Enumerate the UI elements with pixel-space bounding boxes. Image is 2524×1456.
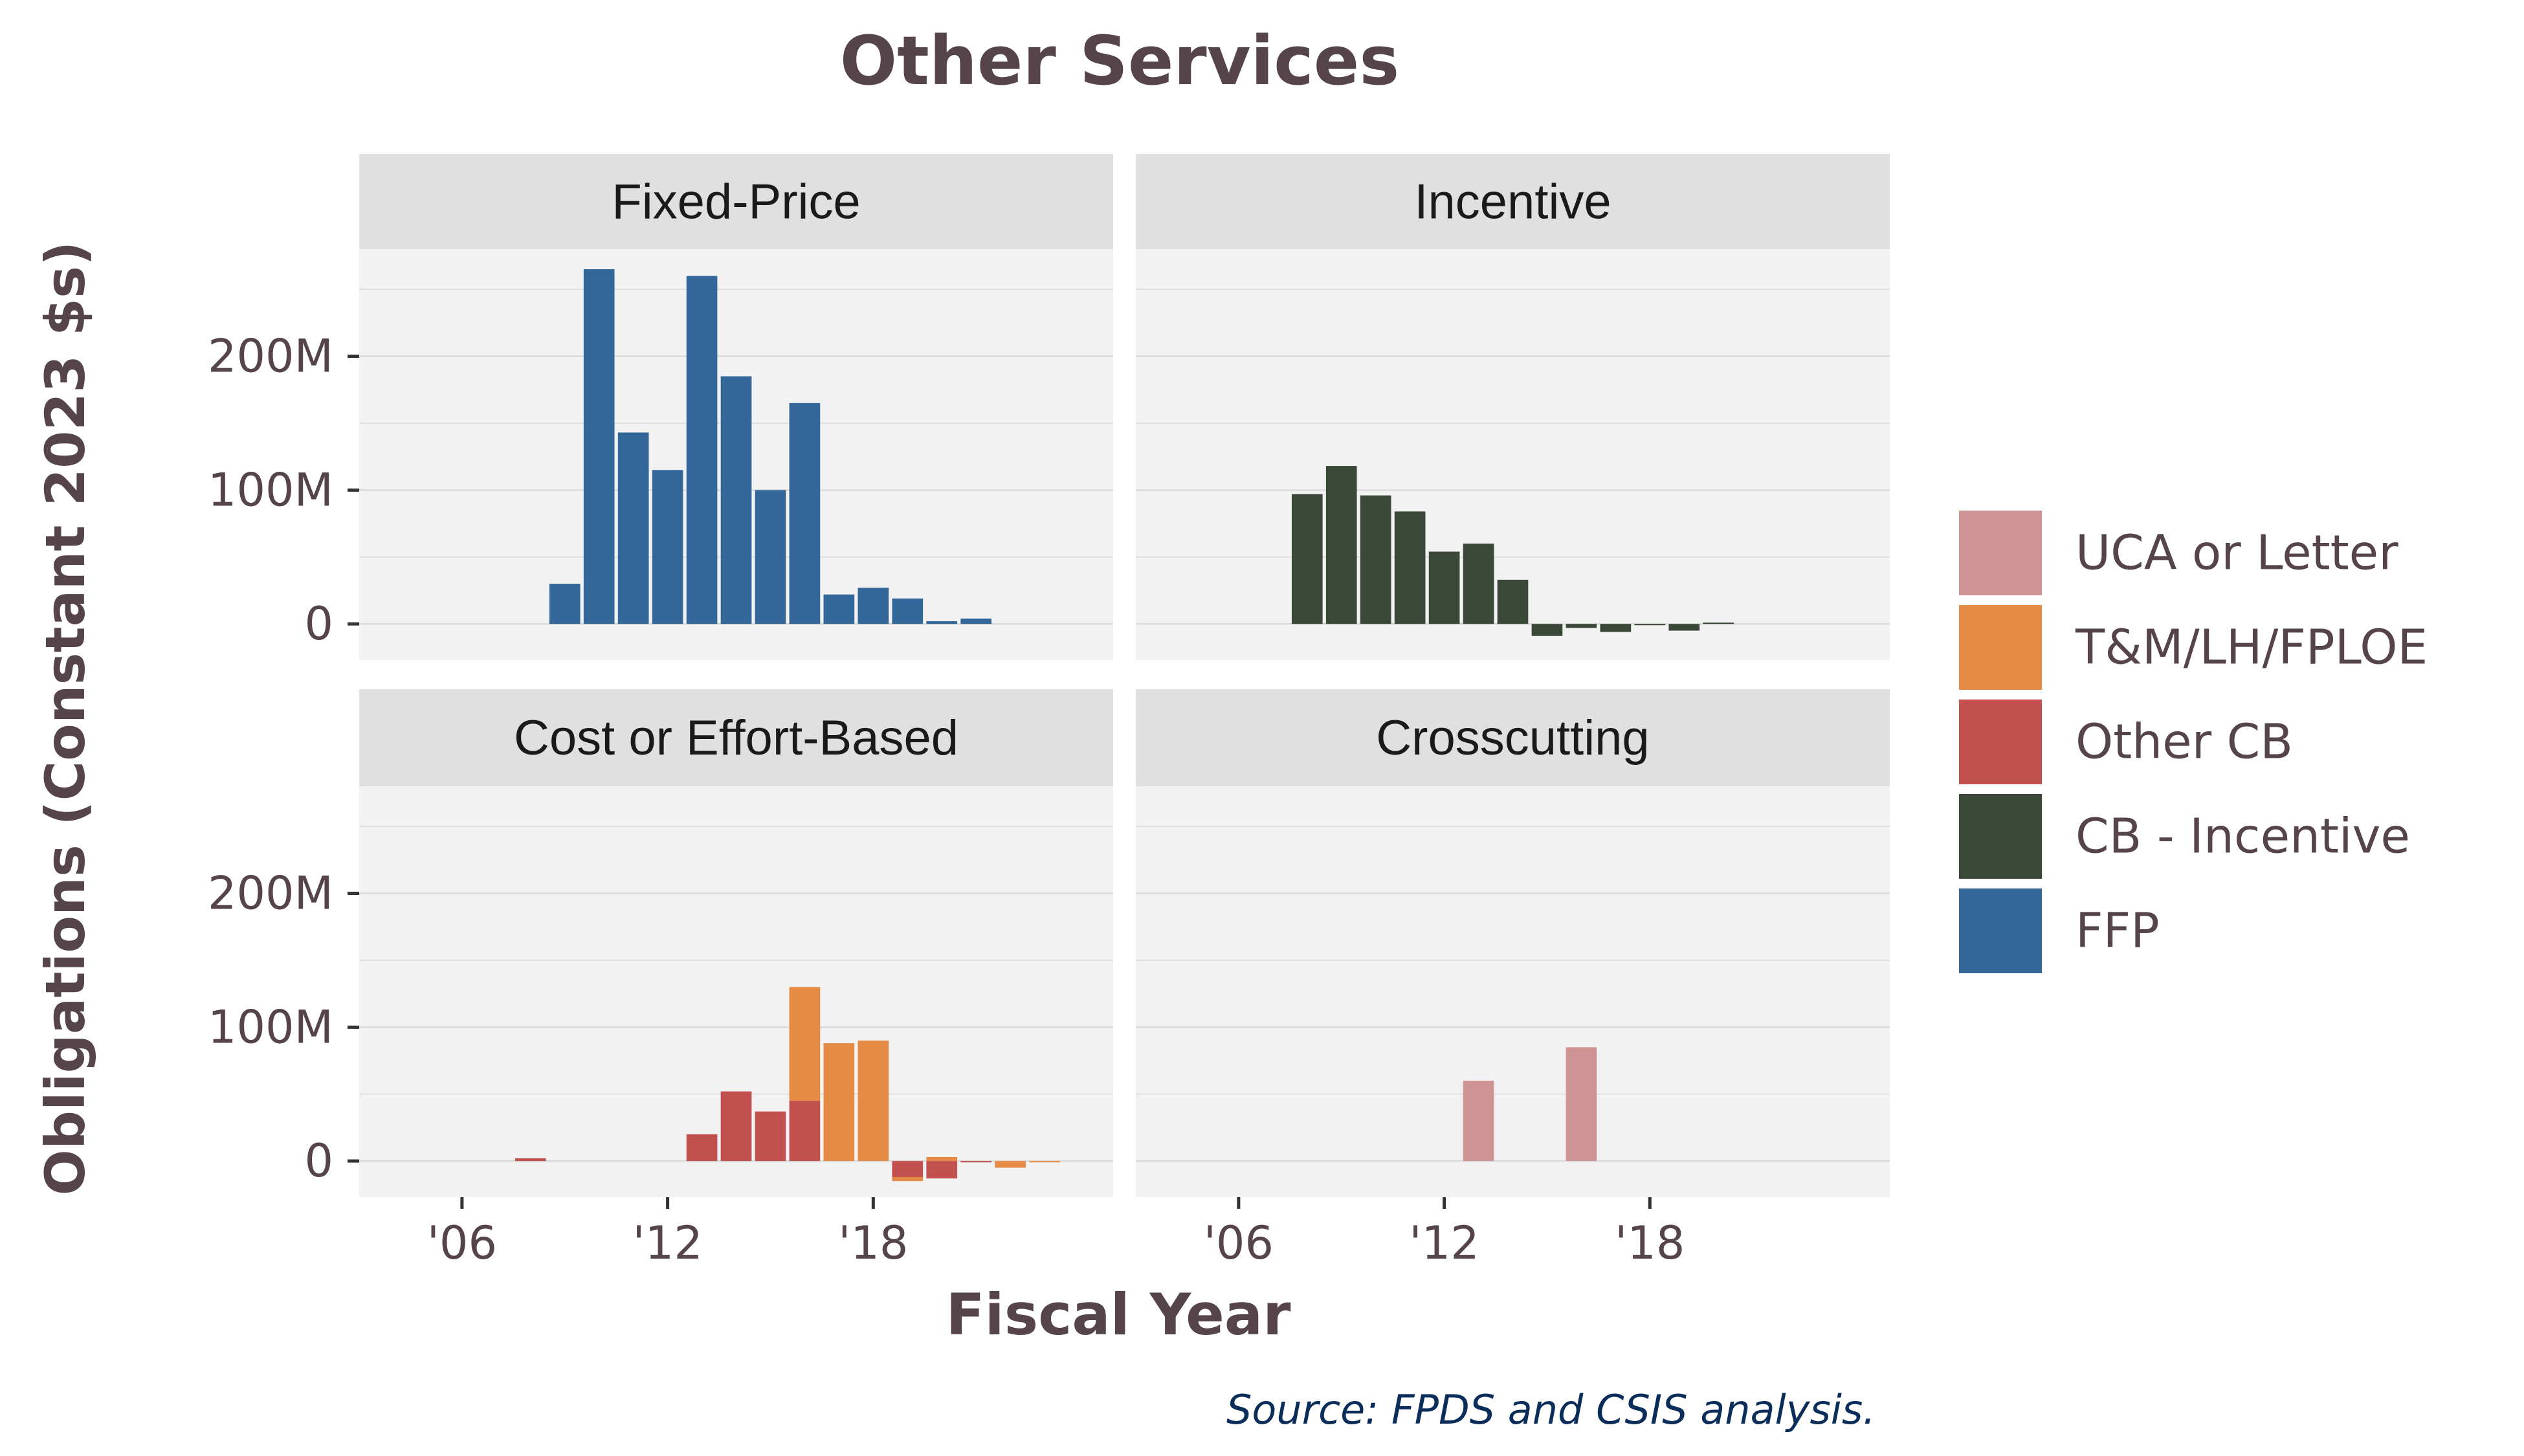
panel-title: Crosscutting [1376, 711, 1649, 766]
bar-ffp-2011 [617, 432, 649, 624]
bar-ffp-2009 [549, 584, 581, 624]
bar-other-cb-2020 [926, 1161, 958, 1179]
bar-other-cb-2013 [686, 1134, 718, 1162]
panel-strip [1136, 689, 1890, 786]
bar-ffp-2021 [960, 618, 992, 624]
x-tick-label: '12 [1409, 1217, 1479, 1270]
bar-cb-incentive-2013 [1463, 544, 1494, 624]
panel-strip [1136, 154, 1890, 249]
bar-cb-incentive-2014 [1497, 579, 1529, 624]
bar-ffp-2012 [652, 470, 683, 624]
legend-label: T&M/LH/FPLOE [2075, 620, 2428, 676]
legend-swatch [1956, 508, 2044, 598]
bar-other-cb-2014 [720, 1091, 752, 1162]
bar-ffp-2020 [926, 621, 958, 624]
y-tick-label: 100M [208, 463, 333, 516]
y-tick-label: 200M [208, 329, 333, 382]
y-tick-label: 0 [304, 597, 333, 650]
bar-uca-or-letter-2016 [1566, 1047, 1597, 1162]
legend-label: CB - Incentive [2076, 809, 2410, 865]
panel-title: Cost or Effort-Based [514, 711, 958, 766]
panel-cost-or-effort-based: Cost or Effort-Based 0 100M 200M '06 '12 '18 [208, 689, 1113, 1270]
x-tick-label: '12 [632, 1217, 702, 1270]
x-tick-label: '18 [838, 1217, 908, 1270]
bar-cb-incentive-2017 [1600, 624, 1632, 632]
bar-cb-incentive-2008 [1291, 494, 1323, 624]
legend-swatch [1956, 791, 2044, 881]
y-tick-label: 0 [304, 1134, 333, 1187]
bar-uca-or-letter-2013 [1463, 1081, 1494, 1162]
x-tick-label: '06 [1204, 1217, 1274, 1270]
legend-swatch [1956, 697, 2044, 787]
x-tick-label: '18 [1615, 1217, 1685, 1270]
y-tick-label: 200M [208, 866, 333, 920]
bar-ffp-2010 [583, 269, 615, 624]
facet-panels: Fixed-Price 0 100M 200M Incentive Cost or Eff… [208, 154, 1890, 1270]
bar-other-cb-2015 [755, 1111, 786, 1162]
chart-title: Other Services [840, 21, 1399, 100]
bar-t-m-lh-fploe-2017 [823, 1043, 855, 1162]
bar-other-cb-2019 [892, 1161, 924, 1177]
bar-ffp-2015 [755, 490, 786, 624]
panel-strip [359, 689, 1113, 786]
bar-ffp-2014 [720, 376, 752, 624]
panel-title: Fixed-Price [612, 175, 860, 230]
bar-ffp-2018 [858, 588, 889, 624]
x-tick-label: '06 [427, 1217, 497, 1270]
bar-ffp-2019 [892, 598, 924, 624]
legend-item-other-cb: Other CB [1956, 697, 2293, 787]
y-axis-title: Obligations (Constant 2023 $s) [34, 241, 97, 1195]
bar-ffp-2013 [686, 276, 718, 624]
bar-ffp-2017 [823, 594, 855, 624]
legend-item-cb-incentive: CB - Incentive [1956, 791, 2410, 881]
bar-cb-incentive-2015 [1531, 624, 1563, 636]
panel-fixed-price: Fixed-Price 0 100M 200M [208, 154, 1113, 660]
bar-t-m-lh-fploe-2019 [892, 1176, 924, 1182]
bar-cb-incentive-2016 [1566, 624, 1597, 628]
bar-cb-incentive-2019 [1668, 624, 1700, 631]
bar-ffp-2016 [789, 403, 821, 624]
source-note: Source: FPDS and CSIS analysis. [1226, 1386, 1876, 1433]
legend-item-ffp: FFP [1956, 886, 2160, 976]
bar-cb-incentive-2009 [1325, 466, 1357, 624]
bar-other-cb-2021 [960, 1161, 992, 1163]
bar-cb-incentive-2018 [1634, 624, 1666, 626]
bar-other-cb-2008 [515, 1158, 546, 1162]
legend-swatch [1956, 886, 2044, 976]
bar-t-m-lh-fploe-2022 [995, 1161, 1026, 1168]
bar-t-m-lh-fploe-2020 [926, 1156, 958, 1162]
bar-cb-incentive-2020 [1703, 623, 1734, 624]
legend-item-t-m-lh-fploe: T&M/LH/FPLOE [1956, 602, 2428, 692]
legend-label: UCA or Letter [2076, 525, 2398, 581]
bar-cb-incentive-2012 [1428, 551, 1460, 624]
x-axis-title: Fiscal Year [946, 1281, 1291, 1348]
y-tick-label: 100M [208, 1000, 333, 1053]
legend: UCA or Letter T&M/LH/FPLOE Other CB CB - In… [1956, 508, 2428, 976]
bar-cb-incentive-2010 [1360, 495, 1391, 624]
legend-item-uca-or-letter: UCA or Letter [1956, 508, 2398, 598]
panel-strip [359, 154, 1113, 249]
bar-t-m-lh-fploe-2018 [858, 1040, 889, 1162]
legend-label: FFP [2076, 903, 2160, 959]
bar-t-m-lh-fploe-2023 [1029, 1161, 1060, 1163]
panel-background [1136, 786, 1890, 1197]
panel-crosscutting: Crosscutting '06 '12 '18 [1136, 689, 1890, 1270]
panel-title: Incentive [1414, 175, 1611, 230]
legend-label: Other CB [2076, 714, 2293, 770]
bar-other-cb-2016 [789, 1101, 821, 1162]
legend-swatch [1956, 602, 2044, 692]
bar-cb-incentive-2011 [1394, 511, 1426, 624]
bar-t-m-lh-fploe-2016 [789, 987, 821, 1101]
panel-incentive: Incentive [1136, 154, 1890, 660]
